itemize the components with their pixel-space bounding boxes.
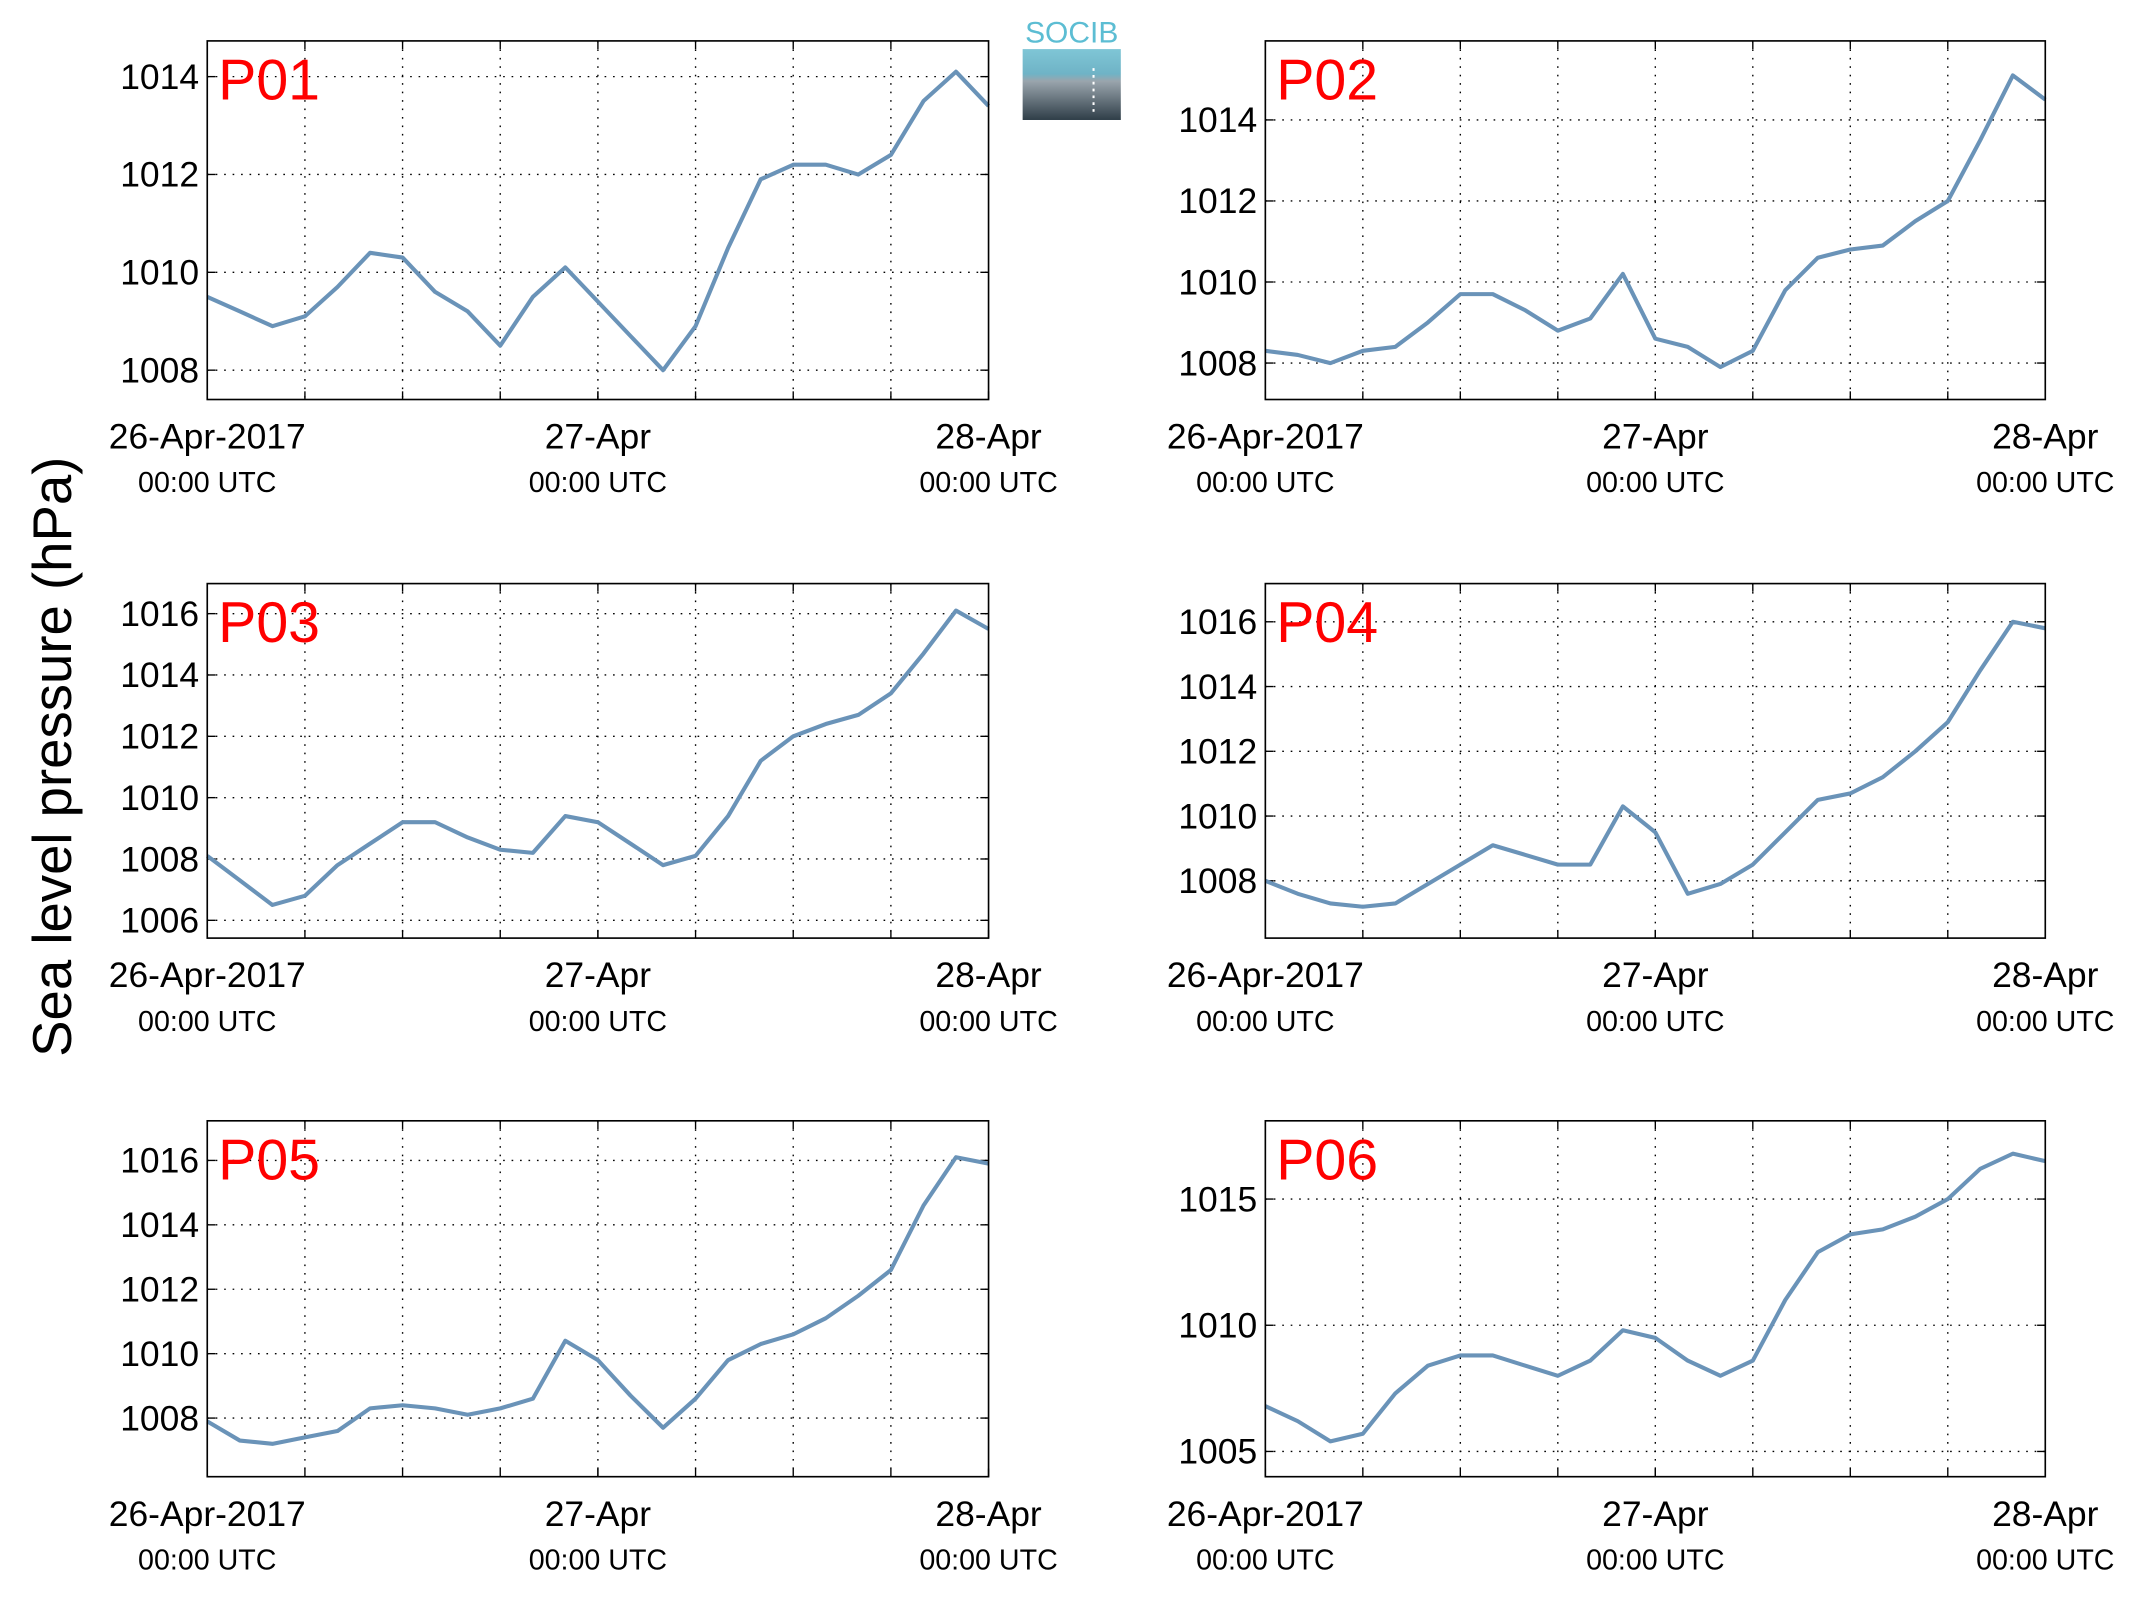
x-tick-sublabel: 00:00 UTC — [529, 467, 667, 499]
y-tick-label: 1016 — [1178, 602, 1257, 642]
plot-area — [1265, 583, 2046, 939]
x-tick-sublabel: 00:00 UTC — [138, 467, 276, 499]
y-tick-label: 1010 — [1178, 1306, 1257, 1346]
x-tick-label: 28-Apr — [935, 1494, 1042, 1534]
y-tick-label: 1016 — [120, 594, 199, 634]
y-tick-label: 1008 — [1178, 343, 1257, 383]
y-tick-label: 1014 — [120, 1205, 199, 1245]
y-tick-label: 1012 — [1178, 732, 1257, 772]
plot-area — [207, 583, 989, 939]
panel-title: P02 — [1276, 49, 1378, 113]
x-tick-sublabel: 00:00 UTC — [1976, 1544, 2114, 1576]
panel-title: P04 — [1276, 591, 1378, 655]
x-tick-label: 27-Apr — [545, 417, 652, 457]
y-tick-label: 1008 — [1178, 861, 1257, 901]
plot-frame — [1264, 582, 2047, 939]
series-line — [206, 69, 991, 373]
panel-title: P03 — [218, 591, 320, 655]
y-tick-label: 1008 — [120, 1398, 199, 1438]
panel: 1008 1010 1012 1014 26-Apr-2017 00:00 UTC 27-A… — [109, 40, 1058, 499]
y-tick-label: 1016 — [120, 1141, 199, 1181]
x-tick-sublabel: 00:00 UTC — [1586, 1006, 1724, 1038]
series-line — [1265, 73, 2047, 370]
x-tick-sublabel: 00:00 UTC — [1586, 467, 1724, 499]
plot-frame — [206, 582, 990, 939]
x-tick-sublabel: 00:00 UTC — [138, 1006, 276, 1038]
x-tick-label: 28-Apr — [935, 955, 1042, 995]
panel: 1005 1010 1015 26-Apr-2017 00:00 UTC 27-Apr 00… — [1167, 1119, 2114, 1576]
y-tick-label: 1008 — [120, 839, 199, 879]
x-tick-sublabel: 00:00 UTC — [529, 1006, 667, 1038]
series-line — [206, 1155, 989, 1446]
y-tick-label: 1005 — [1178, 1432, 1257, 1472]
x-tick-sublabel: 00:00 UTC — [1586, 1544, 1724, 1576]
x-tick-label: 27-Apr — [545, 1494, 652, 1534]
y-tick-label: 1008 — [120, 350, 199, 390]
x-tick-sublabel: 00:00 UTC — [1976, 467, 2114, 499]
panel: 1006 1008 1010 1012 1014 1016 26-Apr-2017 00:00… — [109, 582, 1058, 1038]
x-tick-label: 26-Apr-2017 — [1167, 955, 1364, 995]
x-tick-label: 27-Apr — [1602, 955, 1709, 995]
logo: SOCIB — [1022, 16, 1121, 120]
x-tick-label: 28-Apr — [1992, 417, 2099, 457]
x-tick-sublabel: 00:00 UTC — [1196, 467, 1334, 499]
panel: 1008 1010 1012 1014 1016 26-Apr-2017 00:00 UTC… — [109, 1119, 1058, 1576]
x-tick-label: 28-Apr — [1992, 955, 2099, 995]
y-tick-label: 1014 — [120, 57, 199, 97]
y-tick-label: 1012 — [120, 155, 199, 195]
x-tick-sublabel: 00:00 UTC — [1976, 1006, 2114, 1038]
panel: 1008 1010 1012 1014 26-Apr-2017 00:00 UTC 27-A… — [1167, 40, 2114, 499]
series-line — [1264, 1151, 2046, 1444]
y-tick-label: 1014 — [1178, 667, 1257, 707]
series-line — [206, 608, 990, 908]
series-line — [1264, 619, 2046, 909]
x-tick-label: 28-Apr — [1992, 1494, 2099, 1534]
logo-text: SOCIB — [1025, 16, 1118, 49]
x-tick-sublabel: 00:00 UTC — [529, 1544, 667, 1576]
x-tick-sublabel: 00:00 UTC — [138, 1544, 276, 1576]
y-tick-label: 1012 — [1178, 181, 1257, 221]
y-tick-label: 1006 — [120, 901, 199, 941]
x-tick-sublabel: 00:00 UTC — [1196, 1006, 1334, 1038]
panel-title: P06 — [1276, 1128, 1378, 1192]
y-tick-label: 1010 — [120, 1334, 199, 1374]
x-tick-sublabel: 00:00 UTC — [919, 1006, 1057, 1038]
x-tick-sublabel: 00:00 UTC — [919, 467, 1057, 499]
x-tick-label: 28-Apr — [935, 417, 1042, 457]
x-tick-label: 27-Apr — [545, 955, 652, 995]
plot-frame — [1264, 1119, 2047, 1478]
x-tick-sublabel: 00:00 UTC — [919, 1544, 1057, 1576]
panel-title: P05 — [218, 1128, 320, 1192]
y-tick-label: 1010 — [120, 778, 199, 818]
plot-frame — [206, 1119, 990, 1478]
y-axis-label: Sea level pressure (hPa) — [22, 457, 83, 1057]
y-tick-label: 1014 — [120, 655, 199, 695]
x-tick-label: 26-Apr-2017 — [1167, 1494, 1364, 1534]
y-tick-label: 1015 — [1178, 1179, 1257, 1219]
x-tick-label: 27-Apr — [1602, 417, 1709, 457]
x-tick-label: 26-Apr-2017 — [109, 417, 306, 457]
plot-frame — [206, 40, 990, 401]
y-tick-label: 1012 — [120, 1270, 199, 1310]
x-tick-sublabel: 00:00 UTC — [1196, 1544, 1334, 1576]
x-tick-label: 26-Apr-2017 — [109, 1494, 306, 1534]
y-tick-label: 1010 — [120, 253, 199, 293]
plot-frame — [1264, 40, 2047, 401]
x-tick-label: 26-Apr-2017 — [1167, 417, 1364, 457]
panel: 1008 1010 1012 1014 1016 26-Apr-2017 00:00 UTC… — [1167, 582, 2114, 1038]
y-tick-label: 1014 — [1178, 100, 1257, 140]
logo-badge — [1022, 49, 1121, 120]
y-tick-label: 1010 — [1178, 262, 1257, 302]
x-tick-label: 27-Apr — [1602, 1494, 1709, 1534]
x-tick-label: 26-Apr-2017 — [109, 955, 306, 995]
y-tick-label: 1012 — [120, 717, 199, 757]
y-tick-label: 1010 — [1178, 796, 1257, 836]
panel-title: P01 — [218, 49, 320, 113]
